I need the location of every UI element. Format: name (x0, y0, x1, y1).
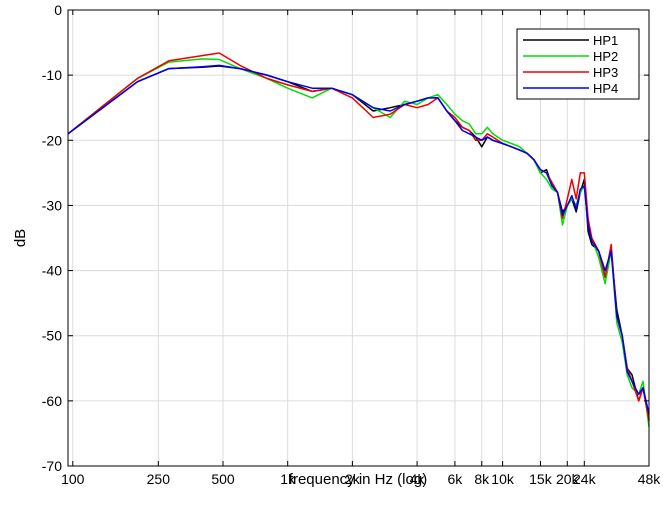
x-tick-label: 2k (345, 471, 361, 487)
x-tick-label: 24k (573, 471, 597, 487)
x-tick-label: 48k (638, 471, 662, 487)
legend-label-hp4: HP4 (593, 81, 618, 96)
x-tick-label: 8k (474, 471, 490, 487)
x-tick-label: 100 (61, 471, 85, 487)
series-line-hp2 (67, 58, 650, 427)
legend-label-hp1: HP1 (593, 33, 618, 48)
x-tick-label: 1k (280, 471, 296, 487)
x-tick-label: 250 (147, 471, 171, 487)
y-tick-label: -10 (42, 67, 62, 83)
legend-label-hp2: HP2 (593, 49, 618, 64)
y-axis-label: dB (12, 229, 29, 247)
y-tick-label: -40 (42, 263, 62, 279)
x-tick-label: 6k (448, 471, 464, 487)
series-lines (67, 52, 650, 427)
y-tick-label: -30 (42, 197, 62, 213)
y-tick-labels: 0 -10 -20 -30 -40 -50 -60 -70 (42, 2, 62, 474)
series-line-hp4 (67, 64, 650, 415)
legend-label-hp3: HP3 (593, 65, 618, 80)
x-tick-label: 20k (556, 471, 580, 487)
x-tick-label: 4k (410, 471, 426, 487)
plot-frame (67, 9, 650, 467)
x-tick-label: 10k (491, 471, 515, 487)
y-tick-label: 0 (54, 2, 62, 18)
grid-lines (68, 9, 650, 467)
tick-marks (68, 9, 650, 467)
y-tick-label: -20 (42, 132, 62, 148)
x-axis-label: frequency in Hz (log) (289, 471, 427, 488)
x-tick-label: 500 (211, 471, 235, 487)
y-tick-label: -70 (42, 458, 62, 474)
y-tick-label: -50 (42, 328, 62, 344)
y-tick-label: -60 (42, 393, 62, 409)
x-tick-label: 15k (529, 471, 553, 487)
